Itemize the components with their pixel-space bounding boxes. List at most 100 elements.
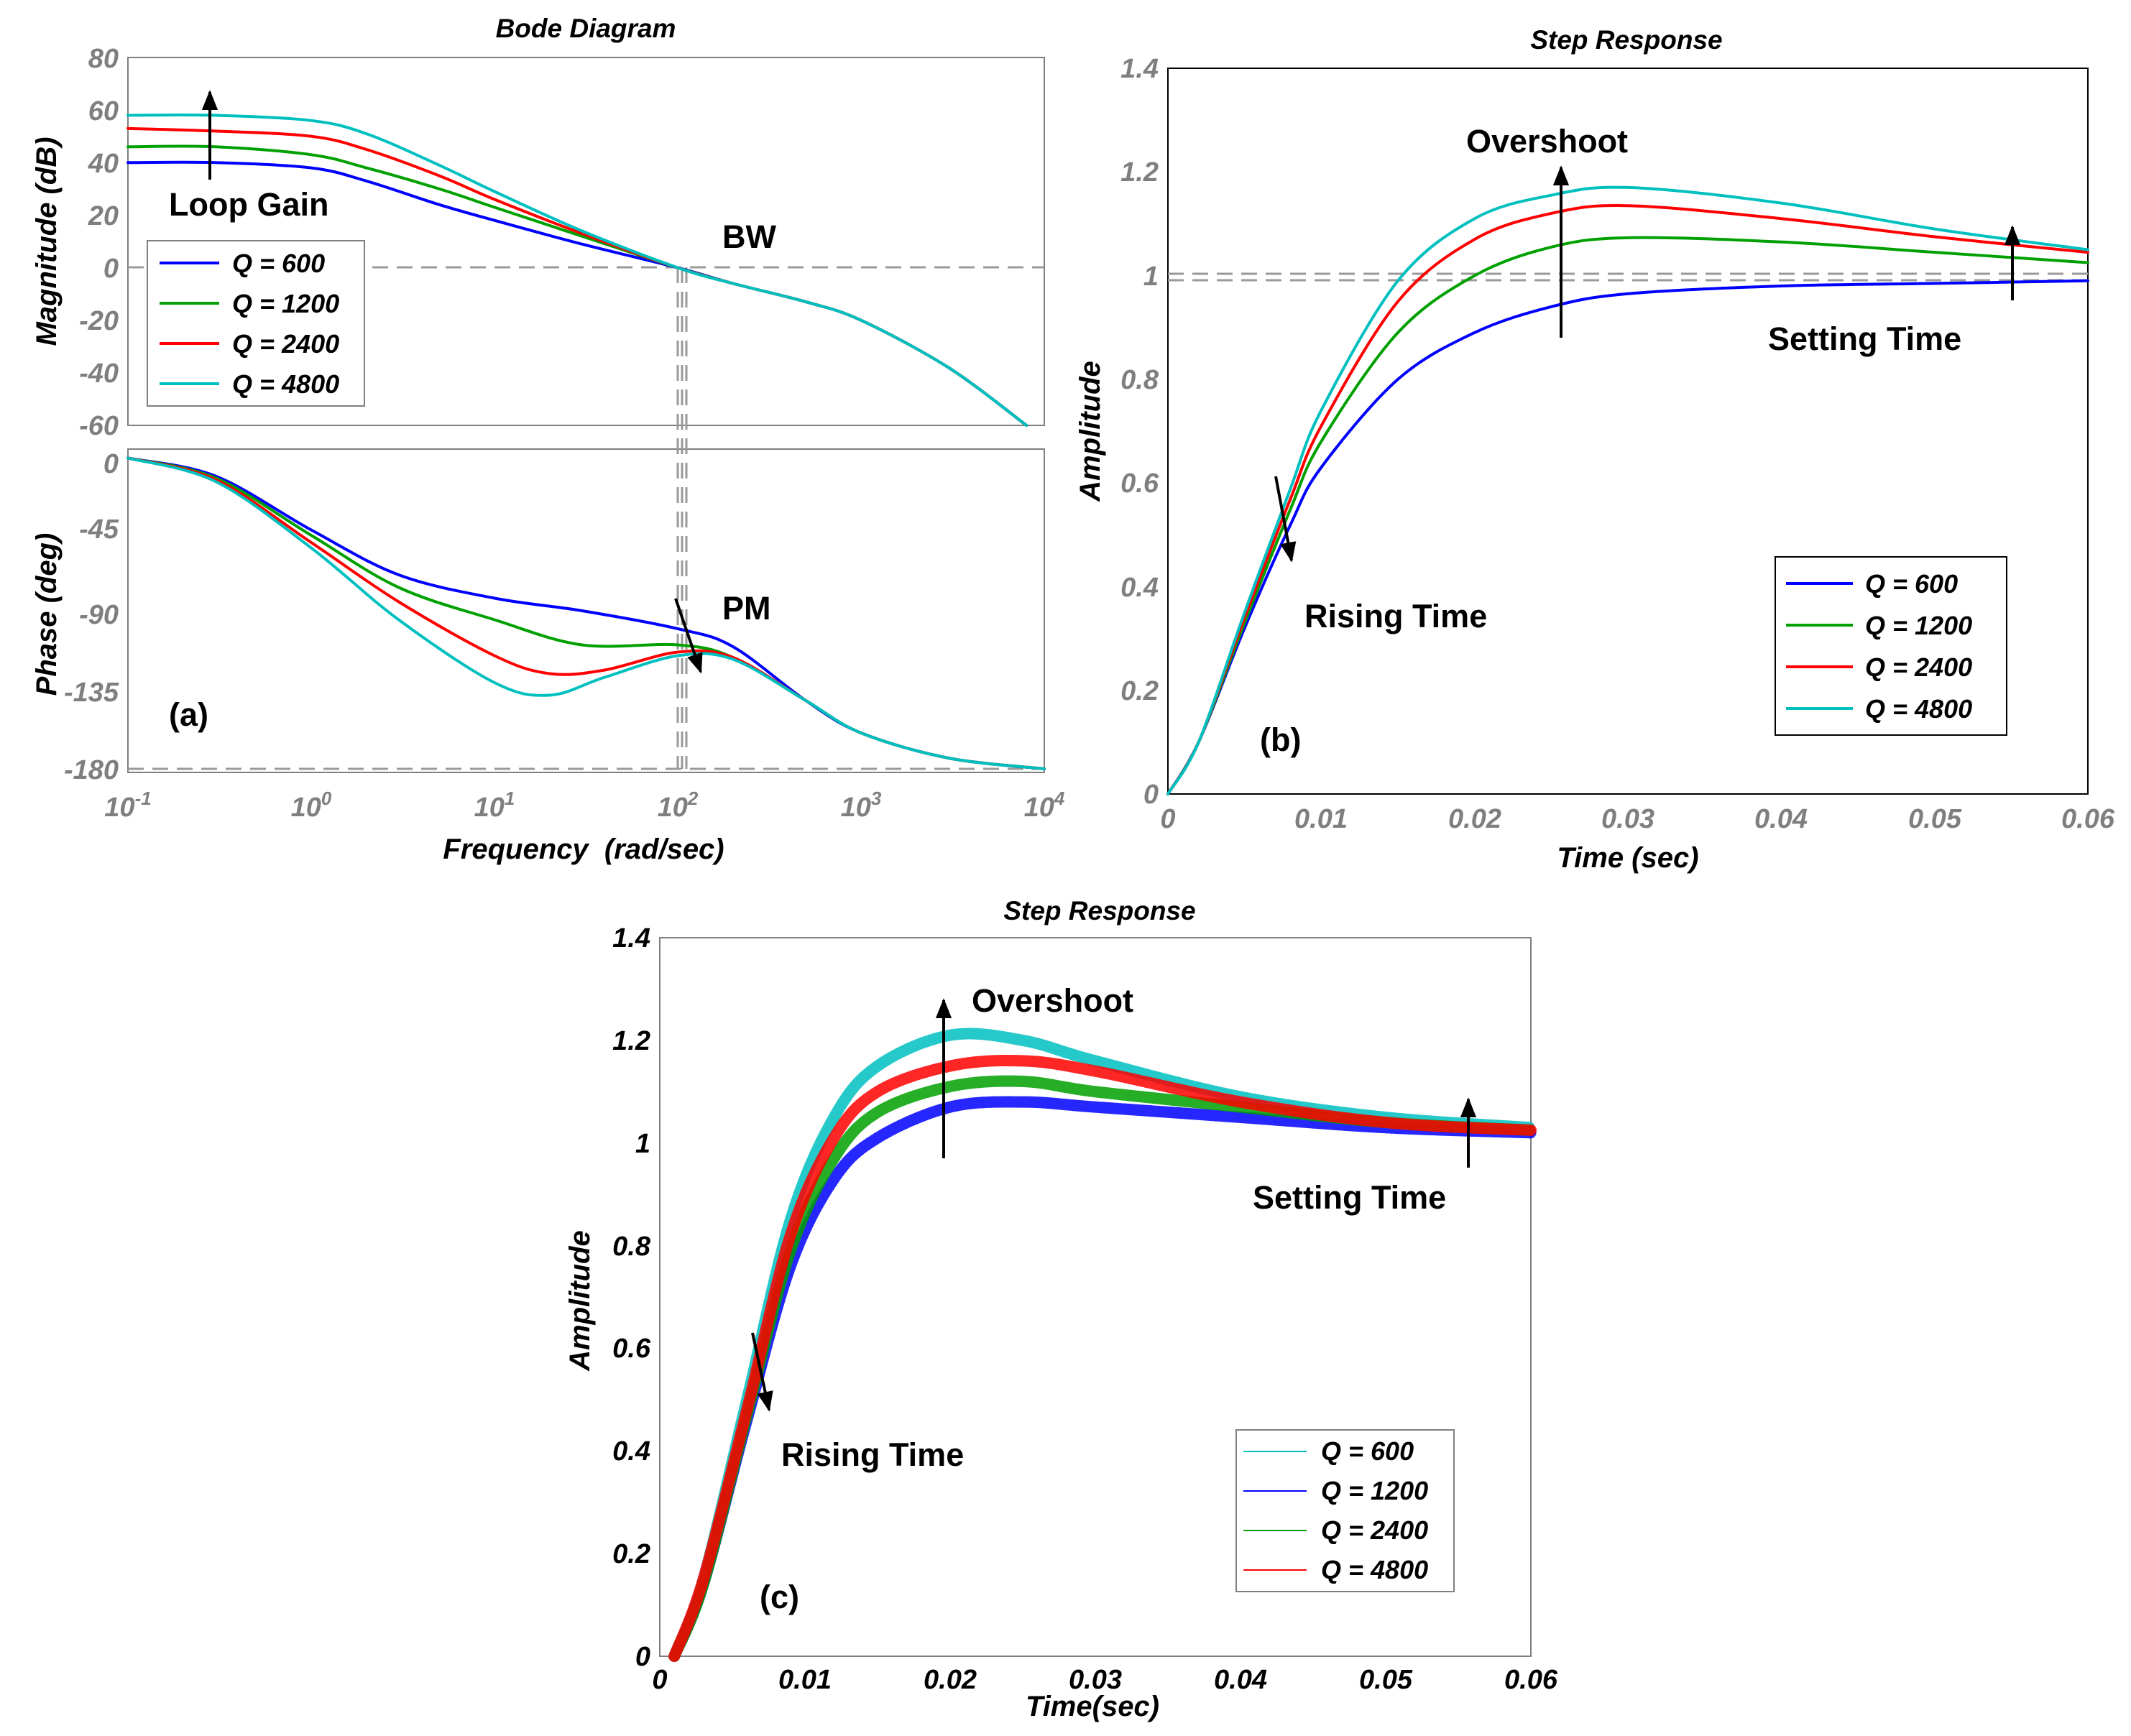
panel-a: Bode Diagram 80 60 40 20 0 -20 -40 -60 M… [31, 14, 1065, 865]
c-xtick-0.04: 0.04 [1214, 1665, 1267, 1695]
panel-c-x-ticks: 0 0.01 0.02 0.03 0.04 0.05 0.06 [652, 1665, 1557, 1695]
freq-tick-1e-1: 10-1 [104, 788, 151, 823]
b-ytick-0: 0 [1143, 780, 1159, 810]
freq-tick-base: 10 [658, 793, 688, 823]
panel-b-curves [1166, 185, 2089, 795]
c-ytick-0.2: 0.2 [612, 1539, 650, 1569]
panel-c-x-label: Time(sec) [1026, 1691, 1159, 1722]
c-xtick-0: 0 [652, 1665, 667, 1695]
mag-y-label: Magnitude (dB) [31, 137, 63, 346]
panel-b-y-ticks: 0 0.2 0.4 0.6 0.8 1 1.2 1.4 [1120, 54, 1159, 810]
phase-y-label: Phase (deg) [31, 533, 63, 696]
c-xtick-0.03: 0.03 [1069, 1665, 1122, 1695]
mag-tick-20: 20 [88, 201, 119, 231]
freq-tick-base: 10 [841, 793, 871, 823]
panel-a-tag: (a) [169, 696, 208, 733]
phase-tick-m90: -90 [79, 600, 119, 630]
mag-axes-frame [127, 57, 1045, 426]
freq-x-ticks: 10-1 100 101 102 103 104 [104, 788, 1065, 823]
phase-series-q-4800 [126, 456, 1046, 770]
pm-label: PM [722, 590, 771, 627]
panel-b-title: Step Response [1530, 25, 1722, 55]
panel-b-series-q-1200 [1166, 236, 2089, 795]
c-xtick-0.02: 0.02 [924, 1665, 977, 1695]
mag-tick-m40: -40 [79, 359, 119, 389]
legend-label-q1200: Q = 1200 [1321, 1476, 1428, 1505]
freq-tick-1e1: 101 [474, 788, 515, 823]
panel-c-setting-label: Setting Time [1253, 1179, 1446, 1216]
legend-label-q600: Q = 600 [232, 249, 325, 278]
c-ytick-0.6: 0.6 [612, 1334, 651, 1364]
b-ytick-0.4: 0.4 [1120, 573, 1159, 603]
panel-c-y-ticks: 0 0.2 0.4 0.6 0.8 1 1.2 1.4 [612, 923, 651, 1672]
panel-a-title: Bode Diagram [496, 14, 676, 43]
panel-c-legend: Q = 600 Q = 1200 Q = 2400 Q = 4800 [1235, 1429, 1455, 1592]
c-xtick-0.06: 0.06 [1504, 1665, 1558, 1695]
b-xtick-0.04: 0.04 [1754, 804, 1808, 834]
phase-series-q-1200 [126, 456, 1046, 770]
legend-label-q2400: Q = 2400 [1321, 1515, 1428, 1545]
c-xtick-0.01: 0.01 [778, 1665, 832, 1695]
freq-tick-exp: 0 [321, 788, 332, 809]
b-xtick-0.01: 0.01 [1294, 804, 1348, 834]
freq-tick-1e4: 104 [1024, 788, 1065, 823]
mag-tick-m60: -60 [79, 411, 119, 441]
legend-label-q600: Q = 600 [1865, 569, 1958, 599]
c-ytick-0.8: 0.8 [612, 1232, 651, 1262]
freq-x-label: Frequency (rad/sec) [443, 834, 724, 865]
panel-c-overshoot-label: Overshoot [972, 982, 1133, 1019]
panel-c-series-q-4800 [668, 1055, 1537, 1662]
pm-arrow-icon [674, 598, 703, 674]
legend-label-q1200: Q = 1200 [232, 289, 339, 318]
panel-b-series-q-2400 [1166, 204, 2089, 795]
panel-b-axes-frame [1167, 68, 2089, 795]
panel-c-tag: (c) [760, 1579, 799, 1615]
freq-tick-base: 10 [1024, 793, 1054, 823]
mag-tick-60: 60 [88, 96, 119, 126]
b-ytick-0.8: 0.8 [1120, 365, 1159, 395]
panel-c: Step Response 0 0.2 0.4 0.6 0.8 1 1.2 1.… [564, 896, 1558, 1722]
freq-tick-base: 10 [474, 793, 505, 823]
c-ytick-0.4: 0.4 [612, 1436, 650, 1467]
mag-tick-0: 0 [103, 254, 119, 284]
freq-tick-base: 10 [104, 793, 134, 823]
freq-tick-exp: 4 [1054, 788, 1065, 809]
panel-c-axes-frame [659, 937, 1532, 1657]
b-ytick-0.6: 0.6 [1120, 468, 1159, 499]
legend-label-q2400: Q = 2400 [232, 329, 339, 359]
mag-tick-m20: -20 [79, 306, 119, 336]
panel-b-y-label: Amplitude [1074, 361, 1106, 502]
freq-tick-exp: 2 [687, 788, 699, 809]
loop-gain-label: Loop Gain [169, 186, 328, 223]
b-xtick-0.03: 0.03 [1601, 804, 1654, 834]
freq-tick-exp: 3 [871, 788, 882, 809]
legend-label-q4800: Q = 4800 [1865, 694, 1972, 724]
legend-box [1235, 1429, 1455, 1592]
panel-b-x-label: Time (sec) [1557, 842, 1698, 874]
freq-tick-1e3: 103 [841, 788, 882, 823]
c-ytick-1.2: 1.2 [612, 1026, 650, 1056]
phase-y-ticks: 0 -45 -90 -135 -180 [64, 449, 119, 785]
panel-b-tag: (b) [1260, 721, 1301, 758]
legend-box [147, 240, 365, 407]
crossover-lines [676, 267, 688, 769]
panel-a-curves [126, 113, 1046, 770]
freq-tick-exp: -1 [135, 788, 152, 809]
panel-b-series-q-600 [1166, 279, 2089, 795]
panel-a-legend: Q = 600 Q = 1200 Q = 2400 Q = 4800 [147, 240, 365, 407]
panel-c-curves [668, 1028, 1537, 1662]
mag-tick-40: 40 [88, 149, 119, 179]
panel-c-y-label: Amplitude [564, 1230, 596, 1372]
b-xtick-0.06: 0.06 [2061, 804, 2115, 834]
panel-c-rising-label: Rising Time [781, 1436, 964, 1473]
mag-tick-80: 80 [88, 44, 119, 74]
phase-tick-m135: -135 [64, 678, 119, 708]
b-xtick-0.05: 0.05 [1908, 804, 1962, 834]
legend-label-q4800: Q = 4800 [1321, 1555, 1428, 1584]
freq-tick-exp: 1 [505, 788, 515, 809]
b-ytick-1: 1 [1143, 262, 1159, 292]
mag-y-ticks: 80 60 40 20 0 -20 -40 -60 [79, 44, 119, 441]
panel-b-series-q-4800 [1166, 185, 2089, 795]
c-ytick-1.4: 1.4 [612, 923, 650, 954]
